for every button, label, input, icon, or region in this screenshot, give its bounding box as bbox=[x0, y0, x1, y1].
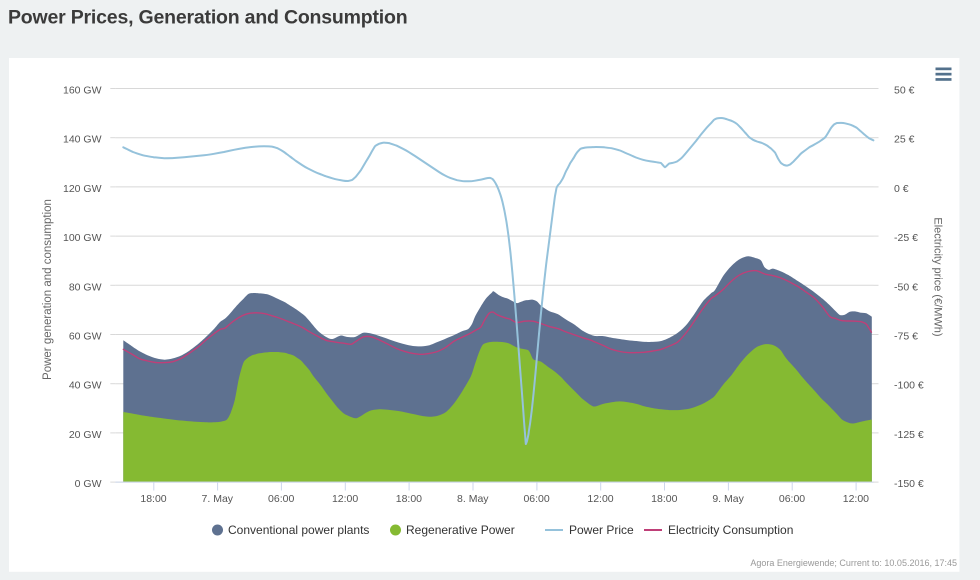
svg-text:06:00: 06:00 bbox=[268, 493, 294, 505]
svg-text:50 €: 50 € bbox=[894, 85, 915, 97]
svg-text:-125 €: -125 € bbox=[894, 429, 924, 441]
svg-text:-150 €: -150 € bbox=[894, 478, 924, 490]
svg-text:60 GW: 60 GW bbox=[69, 331, 102, 343]
svg-text:-75 €: -75 € bbox=[894, 331, 918, 343]
svg-text:06:00: 06:00 bbox=[523, 493, 549, 505]
svg-text:Agora Energiewende; Current to: Agora Energiewende; Current to: 10.05.20… bbox=[750, 558, 957, 568]
svg-text:-100 €: -100 € bbox=[894, 380, 924, 392]
svg-text:12:00: 12:00 bbox=[587, 493, 613, 505]
svg-text:Regenerative Power: Regenerative Power bbox=[406, 523, 515, 537]
svg-text:160 GW: 160 GW bbox=[63, 85, 102, 97]
svg-text:18:00: 18:00 bbox=[396, 493, 422, 505]
svg-text:9. May: 9. May bbox=[712, 493, 744, 505]
svg-text:18:00: 18:00 bbox=[140, 493, 166, 505]
svg-text:140 GW: 140 GW bbox=[63, 134, 102, 146]
svg-text:25 €: 25 € bbox=[894, 134, 915, 146]
svg-text:0 €: 0 € bbox=[894, 183, 909, 195]
svg-text:Electricity price (€/MWh): Electricity price (€/MWh) bbox=[932, 217, 944, 336]
svg-text:8. May: 8. May bbox=[457, 493, 489, 505]
svg-text:Electricity Consumption: Electricity Consumption bbox=[668, 523, 793, 537]
svg-text:-50 €: -50 € bbox=[894, 281, 918, 293]
svg-text:120 GW: 120 GW bbox=[63, 183, 102, 195]
svg-text:20 GW: 20 GW bbox=[69, 429, 102, 441]
svg-text:7. May: 7. May bbox=[202, 493, 234, 505]
svg-text:40 GW: 40 GW bbox=[69, 380, 102, 392]
svg-text:80 GW: 80 GW bbox=[69, 281, 102, 293]
svg-text:Power Price: Power Price bbox=[569, 523, 634, 537]
svg-text:Conventional power plants: Conventional power plants bbox=[228, 523, 369, 537]
svg-text:12:00: 12:00 bbox=[332, 493, 358, 505]
svg-text:Power generation and consumpti: Power generation and consumption bbox=[42, 199, 54, 380]
svg-text:0 GW: 0 GW bbox=[75, 478, 102, 490]
svg-text:Power Prices, Generation and C: Power Prices, Generation and Consumption bbox=[8, 7, 407, 29]
svg-text:18:00: 18:00 bbox=[651, 493, 677, 505]
svg-text:12:00: 12:00 bbox=[843, 493, 869, 505]
svg-text:-25 €: -25 € bbox=[894, 232, 918, 244]
svg-text:100 GW: 100 GW bbox=[63, 232, 102, 244]
svg-text:06:00: 06:00 bbox=[779, 493, 805, 505]
